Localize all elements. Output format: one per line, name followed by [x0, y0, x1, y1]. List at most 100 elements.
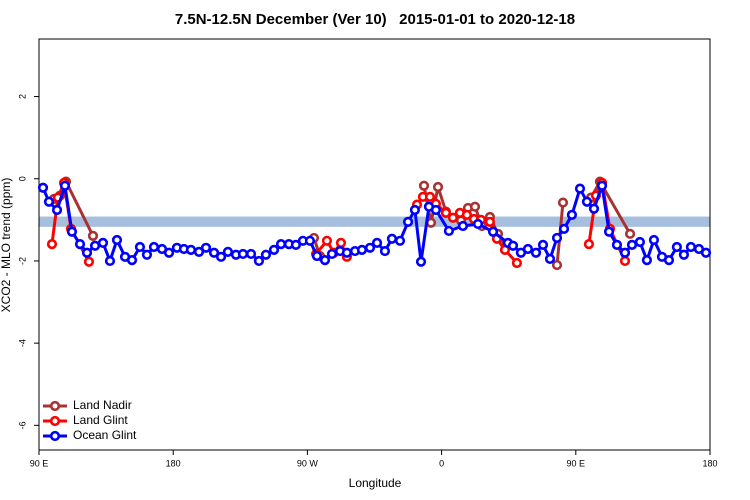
series-point — [97, 237, 109, 248]
series-point — [215, 251, 227, 262]
series-point — [574, 183, 586, 194]
series-point — [581, 196, 593, 207]
x-tick-label: 90 E — [30, 458, 49, 468]
series-point — [432, 181, 444, 193]
series-point — [37, 182, 49, 193]
series-point — [237, 248, 249, 260]
series-point — [472, 218, 484, 230]
series-point — [321, 235, 333, 246]
series-point — [66, 226, 78, 237]
series-point — [487, 226, 499, 237]
series-point — [275, 238, 287, 250]
series-point — [634, 236, 646, 248]
series-point — [507, 240, 519, 251]
y-tick-label: -6 — [17, 421, 27, 429]
legend-marker — [49, 430, 61, 442]
y-tick-label: -4 — [17, 339, 27, 347]
x-tick-label: 180 — [702, 458, 717, 468]
series-point — [551, 232, 563, 244]
series-point — [671, 241, 682, 253]
plot-frame — [38, 38, 711, 451]
series-point — [619, 247, 631, 258]
series-point — [544, 253, 556, 264]
series-point — [588, 203, 600, 214]
legend-marker — [49, 400, 61, 412]
series-point — [163, 247, 175, 258]
series-point — [566, 209, 578, 221]
series-point — [511, 257, 523, 269]
series-point — [611, 239, 623, 251]
series-point — [583, 238, 595, 250]
series-point — [81, 247, 93, 258]
series-point — [603, 226, 615, 237]
series-point — [74, 238, 86, 250]
series-point — [409, 204, 421, 216]
series-point — [126, 255, 138, 266]
series-point — [530, 247, 542, 258]
series-point — [46, 238, 58, 250]
x-tick-label: 90 E — [567, 458, 586, 468]
series-point — [394, 235, 406, 246]
series-point — [447, 212, 459, 223]
series-point — [185, 244, 197, 255]
x-tick-label: 90 W — [297, 458, 319, 468]
series-point — [424, 191, 436, 202]
series-point — [141, 249, 153, 260]
series-point — [43, 196, 55, 207]
y-axis-label: XCO2 - MLO trend (ppm) — [0, 178, 13, 313]
y-tick-label: -2 — [17, 257, 27, 265]
series-point — [551, 259, 563, 271]
x-tick-label: 180 — [166, 458, 181, 468]
series-point — [268, 244, 280, 255]
series-point — [557, 197, 569, 208]
series-point — [522, 243, 534, 255]
series-point — [148, 241, 160, 253]
y-tick-label: 0 — [17, 176, 27, 181]
series-point — [326, 248, 338, 260]
series-point — [200, 242, 212, 253]
series-point — [379, 245, 391, 257]
series-point — [87, 230, 99, 241]
series-point — [245, 248, 257, 260]
legend-label: Land Glint — [73, 413, 128, 427]
series-point — [364, 242, 376, 253]
series-point — [700, 247, 712, 258]
series-point — [371, 237, 383, 248]
series-point — [260, 249, 272, 260]
series-point — [678, 249, 690, 260]
series-point — [457, 220, 469, 232]
series-point — [469, 201, 481, 212]
series-point — [402, 216, 414, 227]
series-point — [443, 225, 455, 237]
series-point — [208, 247, 220, 258]
legend-label: Ocean Glint — [73, 428, 137, 442]
x-tick-label: 0 — [439, 458, 444, 468]
series-point — [663, 255, 675, 266]
series-point — [484, 216, 496, 227]
series-point — [626, 239, 638, 251]
series-point — [222, 246, 234, 257]
series-point — [104, 255, 116, 267]
series-point — [311, 250, 323, 262]
series-point — [619, 255, 631, 267]
series-point — [558, 223, 570, 234]
series-point — [624, 228, 636, 239]
series-point — [461, 209, 473, 221]
legend-label: Land Nadir — [73, 398, 132, 412]
series-point — [415, 256, 427, 267]
series-point — [253, 255, 265, 267]
series-point — [430, 204, 442, 216]
series-point — [134, 241, 146, 253]
series-point — [290, 239, 302, 251]
reference-band — [39, 216, 710, 227]
series-point — [83, 256, 95, 267]
chart-title: 7.5N-12.5N December (Ver 10) 2015-01-01 … — [175, 11, 575, 28]
legend-marker — [49, 415, 61, 427]
series-point — [418, 180, 430, 191]
series-point — [641, 255, 653, 266]
series-point — [111, 234, 123, 246]
series-point — [440, 207, 452, 218]
series-point — [335, 237, 347, 248]
y-tick-label: 2 — [17, 94, 27, 99]
series-point — [356, 244, 368, 255]
